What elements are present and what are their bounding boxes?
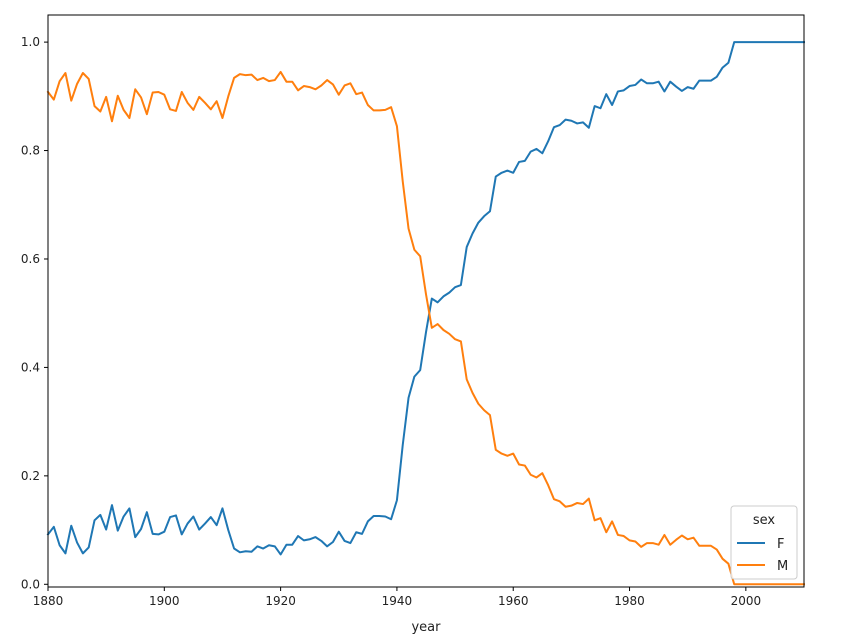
x-axis-label: year (411, 620, 441, 635)
y-axis: 0.0 0.2 0.4 0.6 0.8 1.0 (21, 35, 48, 591)
plot-frame (47, 14, 805, 588)
x-tick-label: 1880 (33, 594, 64, 608)
y-tick-label: 1.0 (21, 35, 40, 49)
legend-label-F: F (777, 537, 784, 552)
x-tick-label: 2000 (731, 594, 762, 608)
x-tick-label: 1920 (265, 594, 296, 608)
x-tick-label: 1960 (498, 594, 529, 608)
legend: sex FM (730, 505, 798, 580)
legend-title: sex (753, 513, 776, 528)
y-tick-label: 0.6 (21, 252, 40, 266)
series-line-M (46, 70, 805, 586)
x-tick-label: 1900 (149, 594, 180, 608)
x-tick-label: 1980 (614, 594, 645, 608)
y-tick-label: 0.4 (21, 360, 40, 374)
y-tick-label: 0.8 (21, 144, 40, 158)
y-tick-label: 0.2 (21, 469, 40, 483)
legend-entries: FM (737, 537, 788, 574)
series-line-F (46, 41, 805, 556)
legend-label-M: M (777, 559, 788, 574)
x-axis: 1880 1900 1920 1940 1960 1980 2000 (33, 587, 761, 608)
y-tick-label: 0.0 (21, 577, 40, 591)
x-tick-label: 1940 (382, 594, 413, 608)
series-layer (46, 41, 805, 586)
